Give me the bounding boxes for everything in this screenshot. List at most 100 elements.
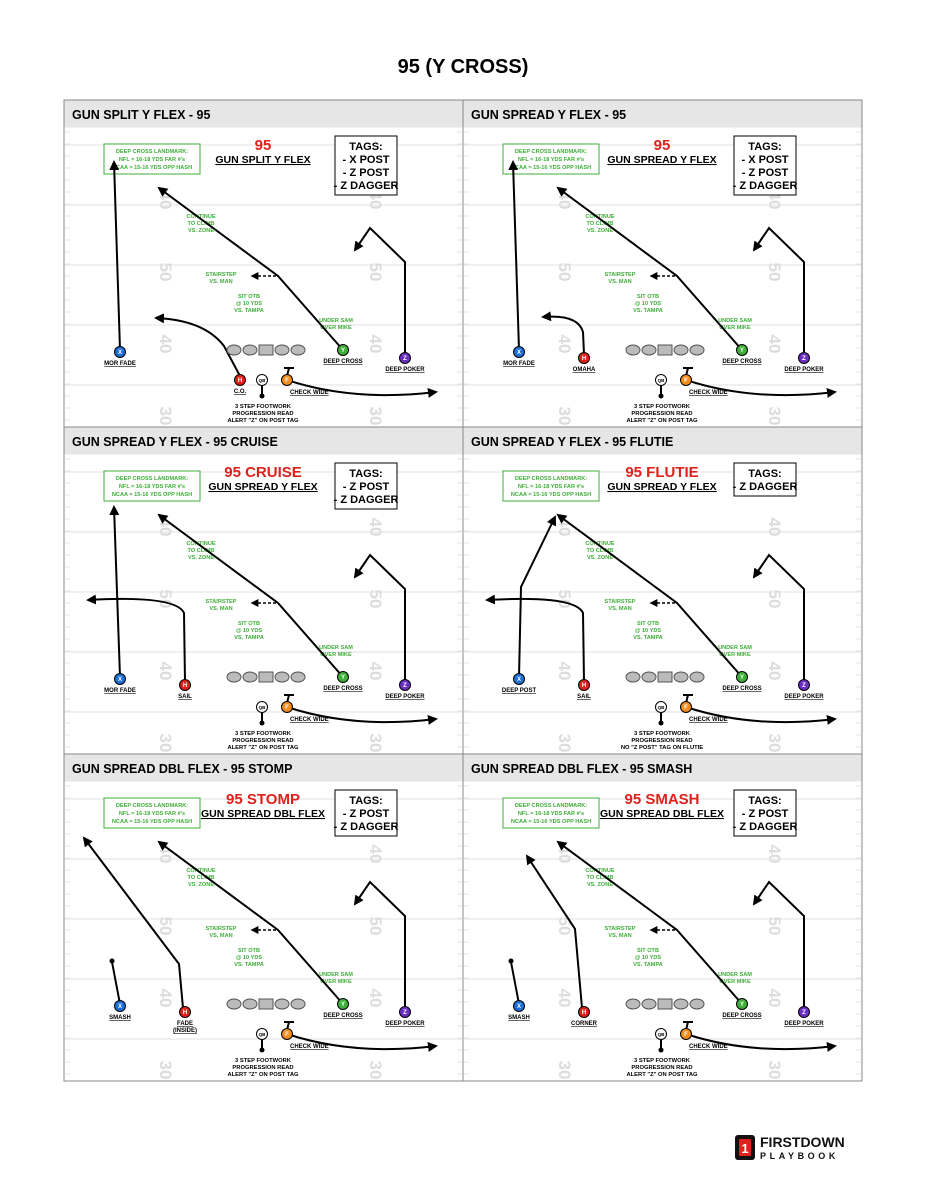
- player: [114, 673, 126, 685]
- landmark-text: DEEP CROSS LANDMARK:: [515, 476, 587, 482]
- yard-number: 40: [156, 662, 175, 681]
- route: [752, 553, 805, 685]
- tag: - Z DAGGER: [733, 821, 798, 833]
- player: [513, 1000, 525, 1012]
- route-note: CONTINUE: [186, 541, 215, 547]
- route-note: @ 10 YDS: [635, 628, 661, 634]
- tag: - X POST: [741, 154, 788, 166]
- route-note: VS. ZONE: [188, 228, 214, 234]
- yard-number: 40: [765, 662, 784, 681]
- player-label: MOR FADE: [104, 688, 136, 694]
- lineman: [689, 998, 705, 1010]
- route-note: VS. TAMPA: [234, 308, 264, 314]
- card-header: GUN SPREAD Y FLEX - 95: [471, 108, 626, 122]
- tags-box: [733, 789, 797, 837]
- route-note: VS. TAMPA: [234, 635, 264, 641]
- player: [337, 998, 349, 1010]
- lineman: [625, 344, 641, 356]
- player-label: DEEP CROSS: [722, 686, 761, 692]
- player-letter: Z: [802, 1010, 806, 1016]
- route: [86, 594, 186, 682]
- player: [655, 701, 667, 713]
- route-note: VS. MAN: [608, 279, 631, 285]
- footwork-note: ALERT "Z" ON POST TAG: [227, 745, 299, 751]
- qb-drop-dot: [658, 720, 664, 726]
- player: [680, 374, 692, 386]
- route: [525, 854, 583, 1009]
- lineman: [274, 344, 290, 356]
- qb-drop-dot: [658, 1047, 664, 1053]
- play-name: 95 CRUISE: [224, 464, 302, 481]
- play-name: 95 STOMP: [226, 791, 300, 808]
- route-note: VS. MAN: [209, 933, 232, 939]
- tags-title: TAGS:: [349, 141, 382, 153]
- route-note: CONTINUE: [585, 214, 614, 220]
- player-label: DEEP POKER: [385, 1021, 425, 1027]
- route-note: OVER MIKE: [719, 979, 751, 985]
- player-letter: F: [285, 705, 289, 711]
- lineman: [673, 671, 689, 683]
- footwork-note: PROGRESSION READ: [232, 738, 293, 744]
- route: [286, 379, 438, 398]
- player-letter: Z: [403, 683, 407, 689]
- lineman: [673, 344, 689, 356]
- landmark-text: DEEP CROSS LANDMARK:: [116, 476, 188, 482]
- player: [680, 701, 692, 713]
- player-letter: H: [582, 1010, 586, 1016]
- player: [256, 1028, 268, 1040]
- footwork-note: 3 STEP FOOTWORK: [235, 404, 292, 410]
- tags-box: [334, 135, 398, 196]
- landmark-text: NFL = 16-18 YDS FAR #'s: [119, 484, 185, 490]
- landmark-text: NFL = 16-18 YDS FAR #'s: [518, 157, 584, 163]
- logo-badge-inner: [739, 1139, 751, 1156]
- card-header-bg: [64, 100, 463, 128]
- player-label: FADE: [177, 1021, 193, 1027]
- route: [556, 840, 743, 1005]
- tag: - Z POST: [343, 167, 390, 179]
- route: [157, 840, 344, 1005]
- route: [685, 379, 837, 398]
- lineman: [641, 344, 657, 356]
- route-note: OVER MIKE: [719, 652, 751, 658]
- player-label: DEEP CROSS: [323, 686, 362, 692]
- check-wide: CHECK WIDE: [689, 390, 728, 396]
- yard-number: 30: [156, 734, 175, 753]
- route-note: STAIRSTEP: [206, 272, 237, 278]
- page-title: 95 (Y CROSS): [398, 56, 529, 78]
- card-header: GUN SPREAD DBL FLEX - 95 SMASH: [471, 762, 692, 776]
- route-note: SIT OTB: [637, 948, 659, 954]
- route-note: OVER MIKE: [320, 652, 352, 658]
- footwork-note: ALERT "Z" ON POST TAG: [626, 1072, 698, 1078]
- play-name: 95 FLUTIE: [625, 464, 698, 481]
- player-label: OMAHA: [573, 367, 596, 373]
- route-note: VS. MAN: [608, 933, 631, 939]
- route-note: @ 10 YDS: [236, 301, 262, 307]
- tag: - Z DAGGER: [334, 180, 399, 192]
- footwork-note: 3 STEP FOOTWORK: [634, 404, 691, 410]
- tags-box: [334, 462, 398, 510]
- landmark-box: [502, 470, 600, 502]
- yard-number: 30: [366, 407, 385, 426]
- player-letter: Z: [802, 683, 806, 689]
- player-letter: F: [684, 378, 688, 384]
- player-label: DEEP CROSS: [722, 359, 761, 365]
- player: [578, 679, 590, 691]
- formation: GUN SPREAD DBL FLEX: [600, 808, 724, 820]
- player-label: DEEP POKER: [784, 1021, 824, 1027]
- center: [657, 998, 673, 1010]
- player-letter: F: [285, 1032, 289, 1038]
- center: [258, 998, 274, 1010]
- landmark-text: DEEP CROSS LANDMARK:: [515, 149, 587, 155]
- tag: - Z DAGGER: [733, 180, 798, 192]
- lineman: [274, 998, 290, 1010]
- player-letter: F: [684, 705, 688, 711]
- route-note: SIT OTB: [637, 621, 659, 627]
- route-note: TO CLIMB: [587, 221, 614, 227]
- footwork-note: NO "Z POST" TAG ON FLUTIE: [621, 745, 703, 751]
- route-note: VS. ZONE: [188, 555, 214, 561]
- route-note: VS. MAN: [209, 279, 232, 285]
- route: [518, 515, 557, 678]
- footwork-note: ALERT "Z" ON POST TAG: [626, 418, 698, 424]
